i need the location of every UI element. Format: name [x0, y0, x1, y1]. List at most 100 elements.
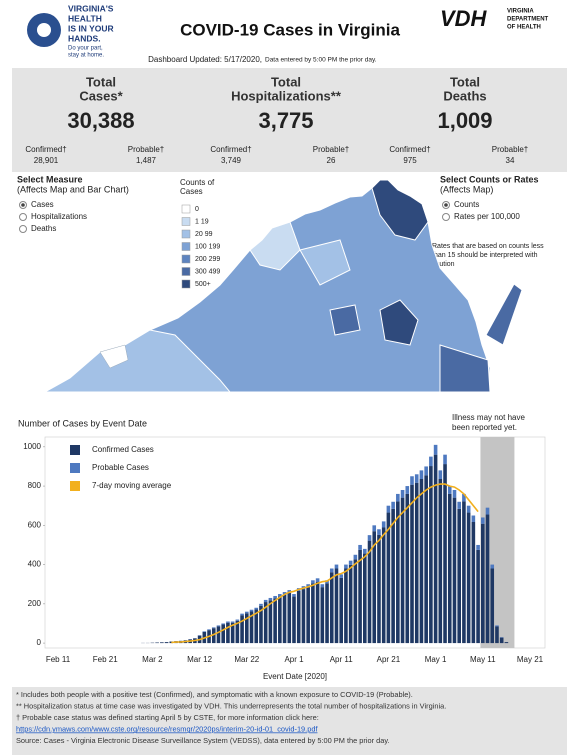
bar [339, 574, 343, 578]
bar [207, 629, 211, 631]
caution-note: Rates that are based on counts less [432, 243, 544, 250]
y-tick-label: 600 [28, 520, 42, 529]
radio-dot [21, 203, 25, 207]
footnote-link[interactable]: https://cdn.ymaws.com/www.cste.org/resou… [16, 724, 318, 733]
radio-label[interactable]: Deaths [31, 224, 56, 233]
bar [249, 611, 254, 644]
bar [202, 631, 207, 632]
legend-label: 100 199 [195, 243, 220, 250]
bar [396, 501, 400, 644]
bar [358, 544, 362, 550]
bar [348, 560, 353, 565]
radio[interactable] [19, 225, 27, 233]
updated: Dashboard Updated: 5/17/2020, [148, 55, 262, 64]
bar [414, 474, 419, 483]
bar [424, 475, 428, 644]
bar [353, 554, 358, 560]
vdh-logo: VDH [440, 6, 488, 31]
bar [363, 548, 367, 554]
caution-note: caution [432, 261, 455, 268]
legend-swatch [181, 204, 191, 214]
bar [386, 512, 391, 644]
logo-text: VIRGINIA'S [68, 3, 114, 13]
eastern-shore [485, 283, 523, 346]
bar [245, 611, 249, 614]
bar [268, 600, 273, 644]
region [299, 239, 351, 286]
bar [447, 486, 452, 494]
bar [306, 587, 310, 644]
bar [211, 628, 216, 644]
logo-text: HANDS. [68, 33, 101, 43]
kpi-label: Total [450, 74, 480, 89]
summary-panel [12, 68, 567, 172]
bar [221, 624, 225, 644]
confirmed-value: 975 [403, 156, 417, 165]
bar [226, 621, 230, 623]
bar [353, 559, 358, 644]
radio[interactable] [442, 213, 450, 221]
radio[interactable] [19, 213, 27, 221]
legend-label: Probable Cases [92, 463, 149, 472]
footnote: † Probable case status was defined start… [16, 713, 319, 722]
y-tick-label: 400 [28, 560, 42, 569]
radio-label[interactable]: Hospitalizations [31, 212, 87, 221]
vdh-text: VIRGINIA [507, 9, 534, 15]
x-tick-label: Feb 21 [93, 655, 118, 664]
region [371, 179, 429, 241]
bar [296, 590, 301, 644]
bar [429, 456, 433, 467]
footnote: * Includes both people with a positive t… [16, 690, 413, 699]
legend-swatch [181, 254, 191, 264]
bar [419, 470, 424, 480]
logo-text: IS IN YOUR [68, 23, 114, 33]
probable-label: Probable† [128, 145, 164, 154]
logo-text: HEALTH [68, 13, 102, 23]
bar [381, 527, 386, 644]
x-tick-label: Apr 1 [284, 655, 304, 664]
bar [240, 615, 244, 644]
controls: Select Measure(Affects Map and Bar Chart… [17, 174, 544, 289]
bar [367, 540, 372, 644]
bar [249, 609, 254, 612]
annotation: been reported yet. [452, 423, 517, 432]
x-tick-label: May 1 [425, 655, 447, 664]
bar [490, 564, 495, 569]
bar [282, 594, 287, 644]
bar [424, 466, 428, 476]
bar [245, 613, 249, 644]
bar [344, 564, 348, 569]
legend-title: Cases [180, 187, 203, 196]
y-tick-label: 800 [28, 481, 42, 490]
bar [429, 466, 433, 644]
kpi-label: Cases* [79, 88, 123, 103]
legend-label: 0 [195, 206, 199, 213]
x-tick-label: May 21 [517, 655, 544, 664]
legend-swatch [70, 463, 80, 473]
radio-label[interactable]: Cases [31, 200, 54, 209]
rate-note: (Affects Map) [440, 184, 493, 194]
radio-label[interactable]: Counts [454, 200, 479, 209]
legend-label: 20 99 [195, 231, 213, 238]
bar [259, 603, 263, 606]
kpi-label: Total [271, 74, 301, 89]
region [439, 344, 491, 393]
legend-swatch [181, 229, 191, 239]
y-tick-label: 0 [37, 638, 42, 647]
caution-note: than 15 should be interpreted with [432, 252, 538, 259]
logo-tagline: Do your part, [68, 46, 103, 52]
bar [160, 642, 164, 644]
radio-label[interactable]: Rates per 100,000 [454, 212, 520, 221]
bar [278, 594, 282, 597]
bar [315, 578, 320, 582]
legend-title: Counts of [180, 178, 215, 187]
legend-swatch [181, 217, 191, 226]
bar [410, 476, 414, 485]
bar [476, 549, 480, 644]
legend-label: 200 299 [195, 256, 220, 263]
confirmed-label: Confirmed† [210, 145, 251, 154]
region [99, 344, 129, 369]
bar [438, 470, 443, 480]
footnote-panel [12, 687, 567, 755]
logo-right: VDH VIRGINIA DEPARTMENT OF HEALTH [440, 6, 549, 31]
